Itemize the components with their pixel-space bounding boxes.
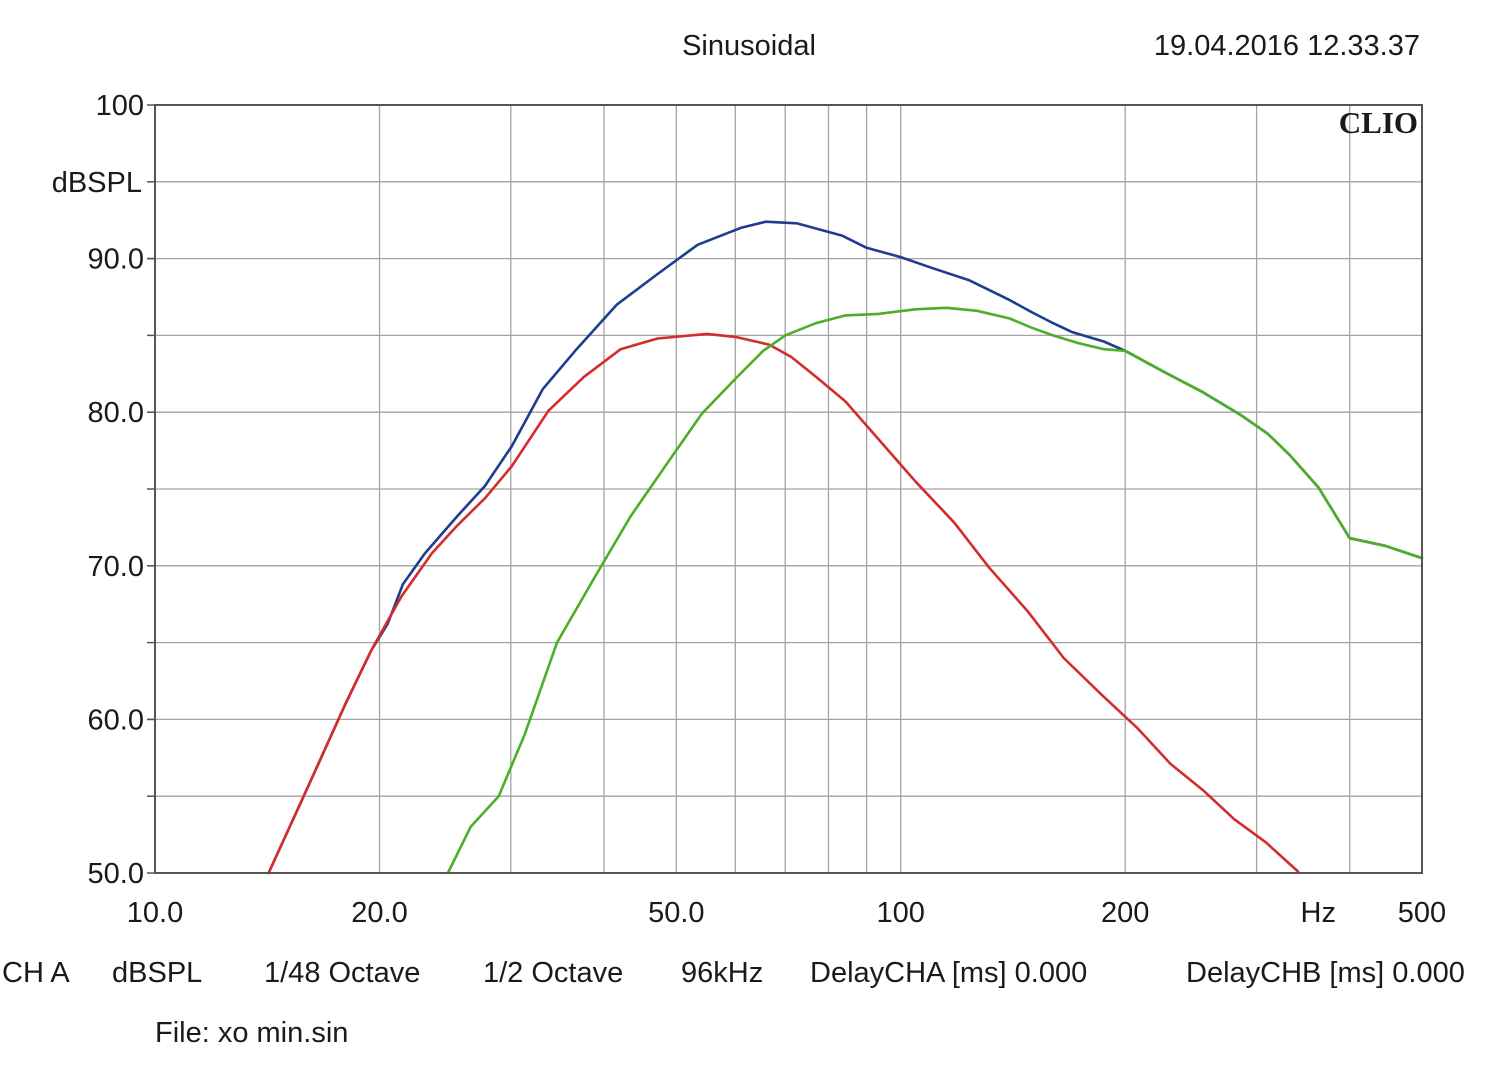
x-tick-label: 200	[1101, 897, 1149, 929]
footer-resolution: 1/48 Octave	[264, 957, 420, 989]
x-tick-label: 20.0	[351, 897, 407, 929]
y-tick-label: 50.0	[88, 858, 144, 890]
x-tick-label: 500	[1398, 897, 1446, 929]
chart-title: Sinusoidal	[682, 30, 816, 62]
x-tick-label: 100	[877, 897, 925, 929]
y-tick-label: 80.0	[88, 397, 144, 429]
x-unit-label: Hz	[1301, 897, 1336, 929]
series-line-3	[446, 306, 1424, 875]
footer-smoothing: 1/2 Octave	[483, 957, 623, 989]
y-tick-label: 60.0	[88, 704, 144, 736]
y-tick-label: 100	[96, 90, 144, 122]
footer-sample-rate: 96kHz	[681, 957, 763, 989]
footer-delay-cha: DelayCHA [ms] 0.000	[810, 957, 1087, 989]
plot-frame	[154, 104, 1423, 874]
brand-logo: CLIO	[1339, 105, 1418, 140]
series-lines	[267, 220, 1424, 875]
y-axis-label: dBSPL	[52, 167, 142, 199]
footer-file: File: xo min.sin	[155, 1017, 348, 1049]
x-tick-label: 10.0	[127, 897, 183, 929]
x-tick-label: 50.0	[648, 897, 704, 929]
series-line-2	[267, 332, 1300, 875]
y-tick-label: 70.0	[88, 551, 144, 583]
x-tick-labels: 10.0 20.0 50.0 100 200 500	[127, 897, 1446, 929]
y-tick-label: 90.0	[88, 244, 144, 276]
footer-channel: CH A	[2, 957, 70, 989]
y-tick-labels: 50.0 60.0 70.0 80.0 90.0 100	[88, 90, 144, 890]
timestamp: 19.04.2016 12.33.37	[1154, 30, 1420, 62]
footer-delay-chb: DelayCHB [ms] 0.000	[1186, 957, 1465, 989]
footer-units: dBSPL	[112, 957, 202, 989]
